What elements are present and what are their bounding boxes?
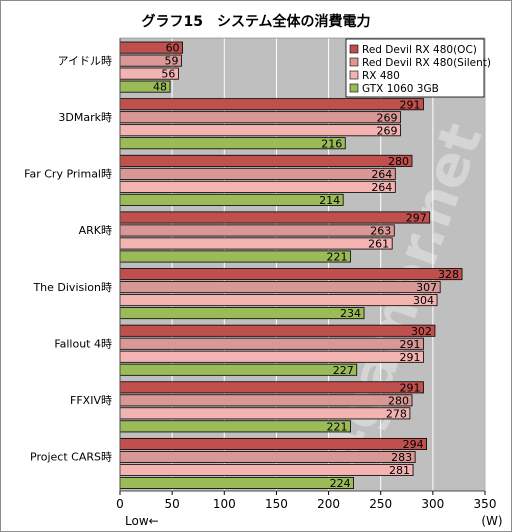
x-tick-label: 150 — [265, 497, 288, 511]
legend-swatch — [349, 57, 359, 67]
data-label: 214 — [319, 194, 340, 207]
data-label: 328 — [438, 268, 459, 281]
data-label: 234 — [340, 307, 361, 320]
legend-entry: GTX 1060 3GB — [362, 83, 439, 95]
legend-entry: RX 480 — [362, 70, 400, 82]
category-label: ARK時 — [79, 224, 112, 237]
category-label: Far Cry Primal時 — [24, 168, 112, 181]
bar — [119, 324, 436, 337]
legend-box — [345, 38, 485, 98]
category-label: Project CARS時 — [30, 451, 112, 464]
bar — [119, 167, 396, 180]
x-tick-label: 50 — [165, 497, 180, 511]
data-label: 269 — [377, 111, 398, 124]
legend-swatch — [349, 70, 359, 80]
data-label: 291 — [399, 351, 420, 364]
bar — [119, 381, 424, 394]
data-label: 291 — [399, 98, 420, 111]
x-tick-label: 100 — [213, 497, 236, 511]
category-label: Fallout 4時 — [54, 337, 112, 350]
data-label: 221 — [326, 251, 347, 264]
data-label: 227 — [333, 364, 354, 377]
bar — [119, 124, 401, 137]
data-label: 269 — [377, 124, 398, 137]
legend-swatch — [349, 44, 359, 54]
bar — [119, 137, 346, 150]
bar — [119, 211, 431, 224]
plot-area: 4gamer.net60595648アイドル時2912692692163DMar… — [24, 37, 497, 511]
data-label: 291 — [399, 338, 420, 351]
bar — [119, 250, 351, 263]
legend-swatch — [349, 83, 359, 93]
data-label: 59 — [165, 55, 179, 68]
data-label: 216 — [321, 137, 342, 150]
bar — [119, 154, 413, 167]
bar — [119, 224, 395, 237]
bar — [119, 394, 413, 407]
bar — [119, 450, 416, 463]
bar — [119, 111, 401, 124]
data-label: 60 — [166, 42, 180, 55]
bar — [119, 463, 414, 476]
bar — [119, 350, 424, 363]
bar — [119, 307, 365, 320]
x-tick-label: 300 — [421, 497, 444, 511]
data-label: 291 — [399, 381, 420, 394]
x-tick-label: 350 — [474, 497, 497, 511]
bar — [119, 420, 351, 433]
legend-entry: Red Devil RX 480(Silent) — [362, 57, 491, 69]
bar — [119, 180, 396, 193]
bar — [119, 237, 393, 250]
category-label: 3DMark時 — [58, 111, 112, 124]
x-tick-label: 250 — [369, 497, 392, 511]
data-label: 302 — [411, 325, 432, 338]
low-label: Low← — [125, 514, 159, 528]
data-label: 221 — [326, 420, 347, 433]
data-label: 48 — [153, 81, 167, 94]
data-label: 294 — [403, 438, 424, 451]
bar — [119, 268, 463, 281]
bar — [119, 476, 355, 489]
bar — [119, 407, 411, 420]
data-label: 283 — [391, 451, 412, 464]
bar — [119, 193, 344, 206]
data-label: 304 — [413, 294, 434, 307]
data-label: 278 — [386, 407, 407, 420]
category-label: アイドル時 — [58, 54, 112, 67]
bar — [119, 363, 358, 376]
bar — [119, 98, 424, 111]
data-label: 264 — [371, 168, 392, 181]
data-label: 307 — [416, 281, 437, 294]
x-tick-label: 0 — [116, 497, 124, 511]
chart-title: グラフ15 システム全体の消費電力 — [141, 13, 370, 30]
x-unit-label: (W) — [481, 514, 502, 528]
bar — [119, 437, 428, 450]
bar — [119, 281, 441, 294]
x-tick-label: 200 — [317, 497, 340, 511]
legend-entry: Red Devil RX 480(OC) — [362, 44, 477, 56]
data-label: 280 — [388, 155, 409, 168]
bar — [119, 294, 438, 307]
data-label: 56 — [161, 68, 175, 81]
data-label: 281 — [389, 464, 410, 477]
data-label: 263 — [370, 225, 391, 238]
plot-border — [119, 37, 486, 492]
category-label: The Division時 — [32, 281, 112, 294]
data-label: 297 — [406, 212, 427, 225]
category-label: FFXIV時 — [70, 394, 112, 407]
bar — [119, 337, 424, 350]
data-label: 280 — [388, 394, 409, 407]
data-label: 261 — [368, 238, 389, 251]
data-label: 224 — [330, 477, 351, 490]
data-label: 264 — [371, 181, 392, 194]
legend: Red Devil RX 480(OC)Red Devil RX 480(Sil… — [345, 38, 491, 98]
